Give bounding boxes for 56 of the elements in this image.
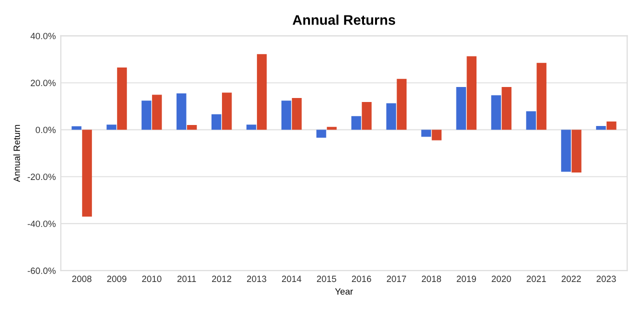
y-tick-label: 20.0% xyxy=(30,80,56,86)
bar xyxy=(176,93,186,130)
bar xyxy=(222,92,232,130)
bar xyxy=(561,130,571,172)
bar xyxy=(456,87,466,130)
bar xyxy=(82,130,92,217)
x-tick-label: 2020 xyxy=(492,276,512,282)
bar xyxy=(502,87,512,130)
x-tick-label: 2021 xyxy=(526,276,546,282)
bar xyxy=(351,116,362,130)
x-tick-label: 2014 xyxy=(282,276,302,282)
x-tick-label: 2022 xyxy=(562,276,581,282)
x-tick-label: 2023 xyxy=(596,276,616,282)
y-axis-title: Annual Return xyxy=(13,124,20,182)
y-tick-label: 40.0% xyxy=(30,32,56,40)
bar xyxy=(596,126,606,130)
x-tick-label: 2009 xyxy=(107,276,126,282)
x-tick-label: 2012 xyxy=(212,276,232,282)
x-tick-label: 2018 xyxy=(422,276,442,282)
chart-title: Annual Returns xyxy=(292,14,396,25)
bar xyxy=(432,130,442,140)
bar xyxy=(491,95,501,130)
bar xyxy=(386,103,396,130)
x-tick-label: 2017 xyxy=(386,276,406,282)
bar xyxy=(536,62,546,130)
bar xyxy=(142,100,152,130)
bar xyxy=(421,130,432,137)
bar xyxy=(572,130,582,172)
bar xyxy=(256,54,267,130)
bar xyxy=(292,98,302,130)
x-tick-label: 2015 xyxy=(316,276,336,282)
x-tick-label: 2019 xyxy=(456,276,476,282)
bar xyxy=(396,78,407,130)
bar xyxy=(117,68,127,130)
x-tick-label: 2010 xyxy=(142,276,162,282)
bar xyxy=(362,102,372,130)
bar xyxy=(466,56,477,130)
x-tick-label: 2011 xyxy=(177,276,196,282)
bar xyxy=(106,124,116,130)
y-tick-label: 0.0% xyxy=(36,126,56,134)
bar xyxy=(211,114,222,130)
y-tick-label: -40.0% xyxy=(28,220,56,227)
x-tick-label: 2008 xyxy=(72,276,92,282)
bar xyxy=(72,126,82,130)
x-tick-label: 2016 xyxy=(352,276,372,282)
y-tick-label: -60.0% xyxy=(28,268,56,274)
x-tick-label: 2013 xyxy=(247,276,266,282)
bar xyxy=(152,94,162,130)
x-axis-title: Year xyxy=(335,288,353,295)
bar xyxy=(281,100,292,130)
bar xyxy=(316,130,326,138)
bar xyxy=(606,122,616,130)
bar xyxy=(187,125,197,130)
y-tick-label: -20.0% xyxy=(28,174,56,180)
bar xyxy=(246,124,256,130)
bar xyxy=(526,111,536,130)
